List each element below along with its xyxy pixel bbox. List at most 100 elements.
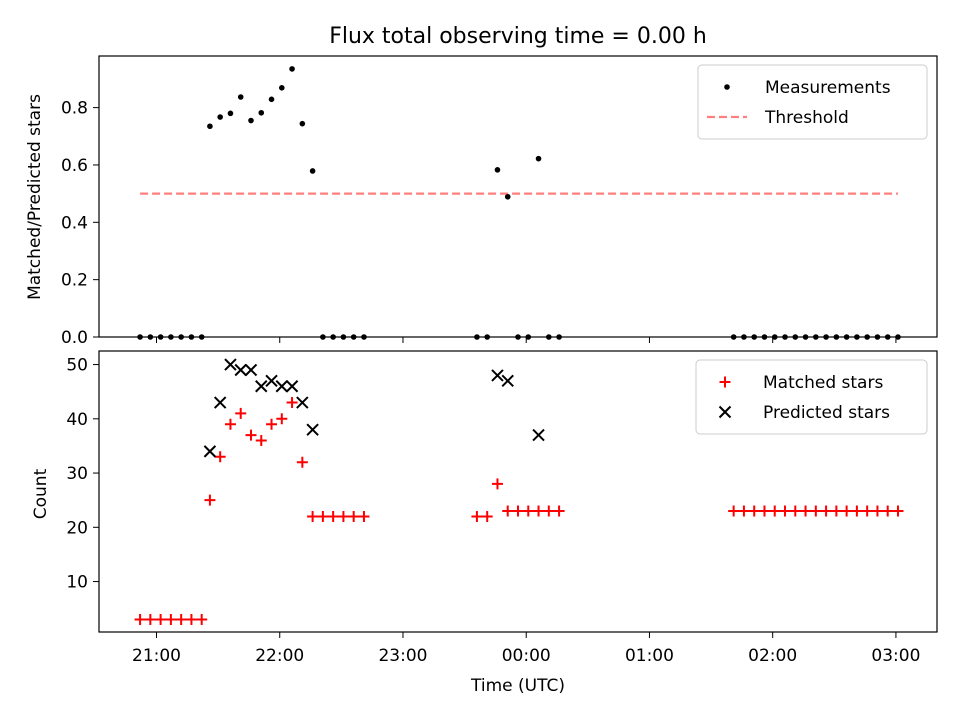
matched-star-point <box>224 418 236 430</box>
matched-star-point <box>175 614 187 626</box>
ratio-y-tick-label: 0.8 <box>61 99 88 119</box>
matched-star-point <box>276 413 288 425</box>
matched-star-point <box>728 505 740 517</box>
legend-label: Predicted stars <box>763 403 890 423</box>
count-y-tick-label: 10 <box>66 573 88 593</box>
measurement-point <box>504 193 511 200</box>
matched-star-point <box>266 418 278 430</box>
legend-label: Threshold <box>764 108 849 128</box>
predicted-star-point <box>255 380 268 393</box>
count-x-tick-label: 23:00 <box>378 646 427 666</box>
matched-star-point <box>491 478 503 490</box>
measurement-point <box>268 96 275 103</box>
measurement-point <box>248 117 254 124</box>
matched-star-point <box>196 614 208 626</box>
matched-star-point <box>533 505 545 517</box>
matched-star-point <box>851 505 863 517</box>
matched-star-point <box>296 456 308 468</box>
count-x-tick-label: 03:00 <box>871 646 920 666</box>
matched-star-point <box>543 505 555 517</box>
predicted-star-point <box>501 374 514 388</box>
legend-box <box>697 64 928 140</box>
matched-star-point <box>769 505 781 517</box>
predicted-star-point <box>265 374 278 388</box>
matched-star-point <box>481 510 493 522</box>
predicted-star-point <box>244 363 258 377</box>
matched-star-point <box>471 510 483 522</box>
predicted-star-point <box>306 423 319 436</box>
ratio-legend: Measurements Threshold <box>697 64 928 140</box>
matched-star-point <box>522 505 534 517</box>
matched-star-point <box>841 505 853 517</box>
figure-title: Flux total observing time = 0.00 h <box>329 24 707 49</box>
measurement-point <box>258 109 265 116</box>
predicted-star-point <box>275 380 289 393</box>
matched-star-point <box>185 614 197 626</box>
matched-star-point <box>358 510 370 522</box>
count-x-tick-label: 02:00 <box>748 646 797 666</box>
measurement-point <box>289 66 295 72</box>
ratio-panel: 0.0 0.2 0.4 0.6 0.8 <box>61 55 938 348</box>
matched-star-point <box>327 510 339 522</box>
count-y-tick-label: 30 <box>66 464 88 484</box>
measurement-point <box>309 168 316 174</box>
predicted-star-point <box>491 369 504 382</box>
matched-star-point <box>245 429 257 441</box>
measurement-point <box>278 85 285 91</box>
x-axis-label: Time (UTC) <box>470 676 565 696</box>
measurement-point <box>207 123 213 130</box>
matched-star-point <box>882 505 894 517</box>
count-y-tick-label: 50 <box>66 356 88 376</box>
predicted-star-point <box>213 396 227 409</box>
count-legend: Matched stars Predicted stars <box>695 359 928 435</box>
measurement-point <box>227 110 234 117</box>
legend-label: Matched stars <box>763 373 883 393</box>
matched-star-point <box>134 614 146 626</box>
matched-star-point <box>286 397 298 409</box>
matched-star-point <box>820 505 832 517</box>
matched-star-point <box>553 505 565 517</box>
matched-star-point <box>214 451 226 463</box>
ratio-y-tick-label: 0.6 <box>61 156 88 176</box>
measurement-point <box>237 94 244 100</box>
matched-star-point <box>748 505 760 517</box>
matched-star-point <box>317 510 329 522</box>
matched-star-point <box>512 505 524 517</box>
matched-star-point <box>165 614 177 626</box>
matched-star-point <box>892 505 904 517</box>
legend-marker-plus <box>719 376 731 388</box>
matched-star-point <box>348 510 360 522</box>
matched-star-point <box>255 435 267 447</box>
matched-star-point <box>861 505 873 517</box>
count-x-tick-label: 00:00 <box>502 646 551 666</box>
legend-label: Measurements <box>765 78 891 98</box>
matched-star-point <box>800 505 812 517</box>
count-y-tick-label: 20 <box>66 518 88 538</box>
ratio-panel-frame <box>98 55 938 338</box>
matched-star-point <box>738 505 750 517</box>
count-x-tick-label: 21:00 <box>132 646 181 666</box>
measurement-point <box>217 114 223 120</box>
matched-star-point <box>144 614 156 626</box>
count-panel-frame <box>98 350 938 633</box>
count-x-tick-label: 22:00 <box>255 646 304 666</box>
matched-star-point <box>502 505 514 517</box>
matched-star-point <box>155 614 167 626</box>
matched-star-point <box>235 407 247 419</box>
legend-marker-dot <box>724 84 730 90</box>
legend-box <box>695 359 928 435</box>
matched-star-point <box>789 505 801 517</box>
ratio-y-tick-label: 0.4 <box>61 213 88 233</box>
matched-star-point <box>871 505 883 517</box>
top-y-axis-label: Matched/Predicted stars <box>25 94 45 300</box>
ratio-y-tick-label: 0.2 <box>61 271 88 291</box>
predicted-star-point <box>532 428 545 442</box>
matched-star-point <box>810 505 822 517</box>
matched-star-point <box>830 505 842 517</box>
predicted-star-point <box>203 445 217 458</box>
predicted-star-point <box>296 396 309 409</box>
matched-star-point <box>758 505 770 517</box>
measurement-point <box>535 155 542 162</box>
predicted-star-point <box>285 380 299 393</box>
count-panel: 10 20 30 40 50 21:00 22:00 23:00 00:00 01:00 02:00… <box>66 350 938 666</box>
